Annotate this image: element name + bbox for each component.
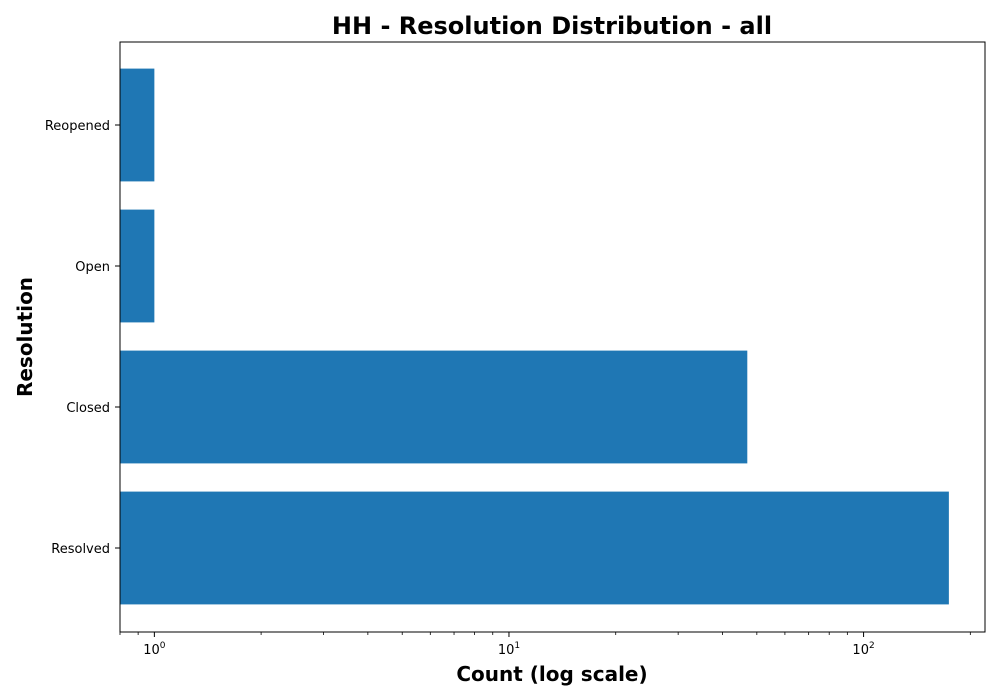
x-tick-label: 101 [498, 641, 520, 658]
x-axis-label: Count (log scale) [456, 662, 647, 686]
chart-title: HH - Resolution Distribution - all [332, 12, 772, 40]
x-tick-label: 102 [852, 641, 874, 658]
y-tick-label-resolved: Resolved [51, 542, 110, 557]
y-tick-label-open: Open [75, 260, 110, 275]
bar-reopened [120, 68, 155, 182]
x-axis-ticks: 100 101 102 [119, 632, 971, 658]
bar-closed [120, 350, 748, 464]
bar-open [120, 209, 155, 323]
y-tick-label-reopened: Reopened [45, 119, 110, 134]
bar-resolved [120, 491, 949, 605]
y-axis-label: Resolution [13, 277, 37, 397]
x-tick-label: 100 [143, 641, 166, 658]
y-tick-label-closed: Closed [66, 401, 110, 416]
bars-group [120, 68, 949, 605]
plot-border [119, 41, 986, 633]
y-axis-ticks: Resolved Closed Open Reopened [45, 119, 120, 557]
